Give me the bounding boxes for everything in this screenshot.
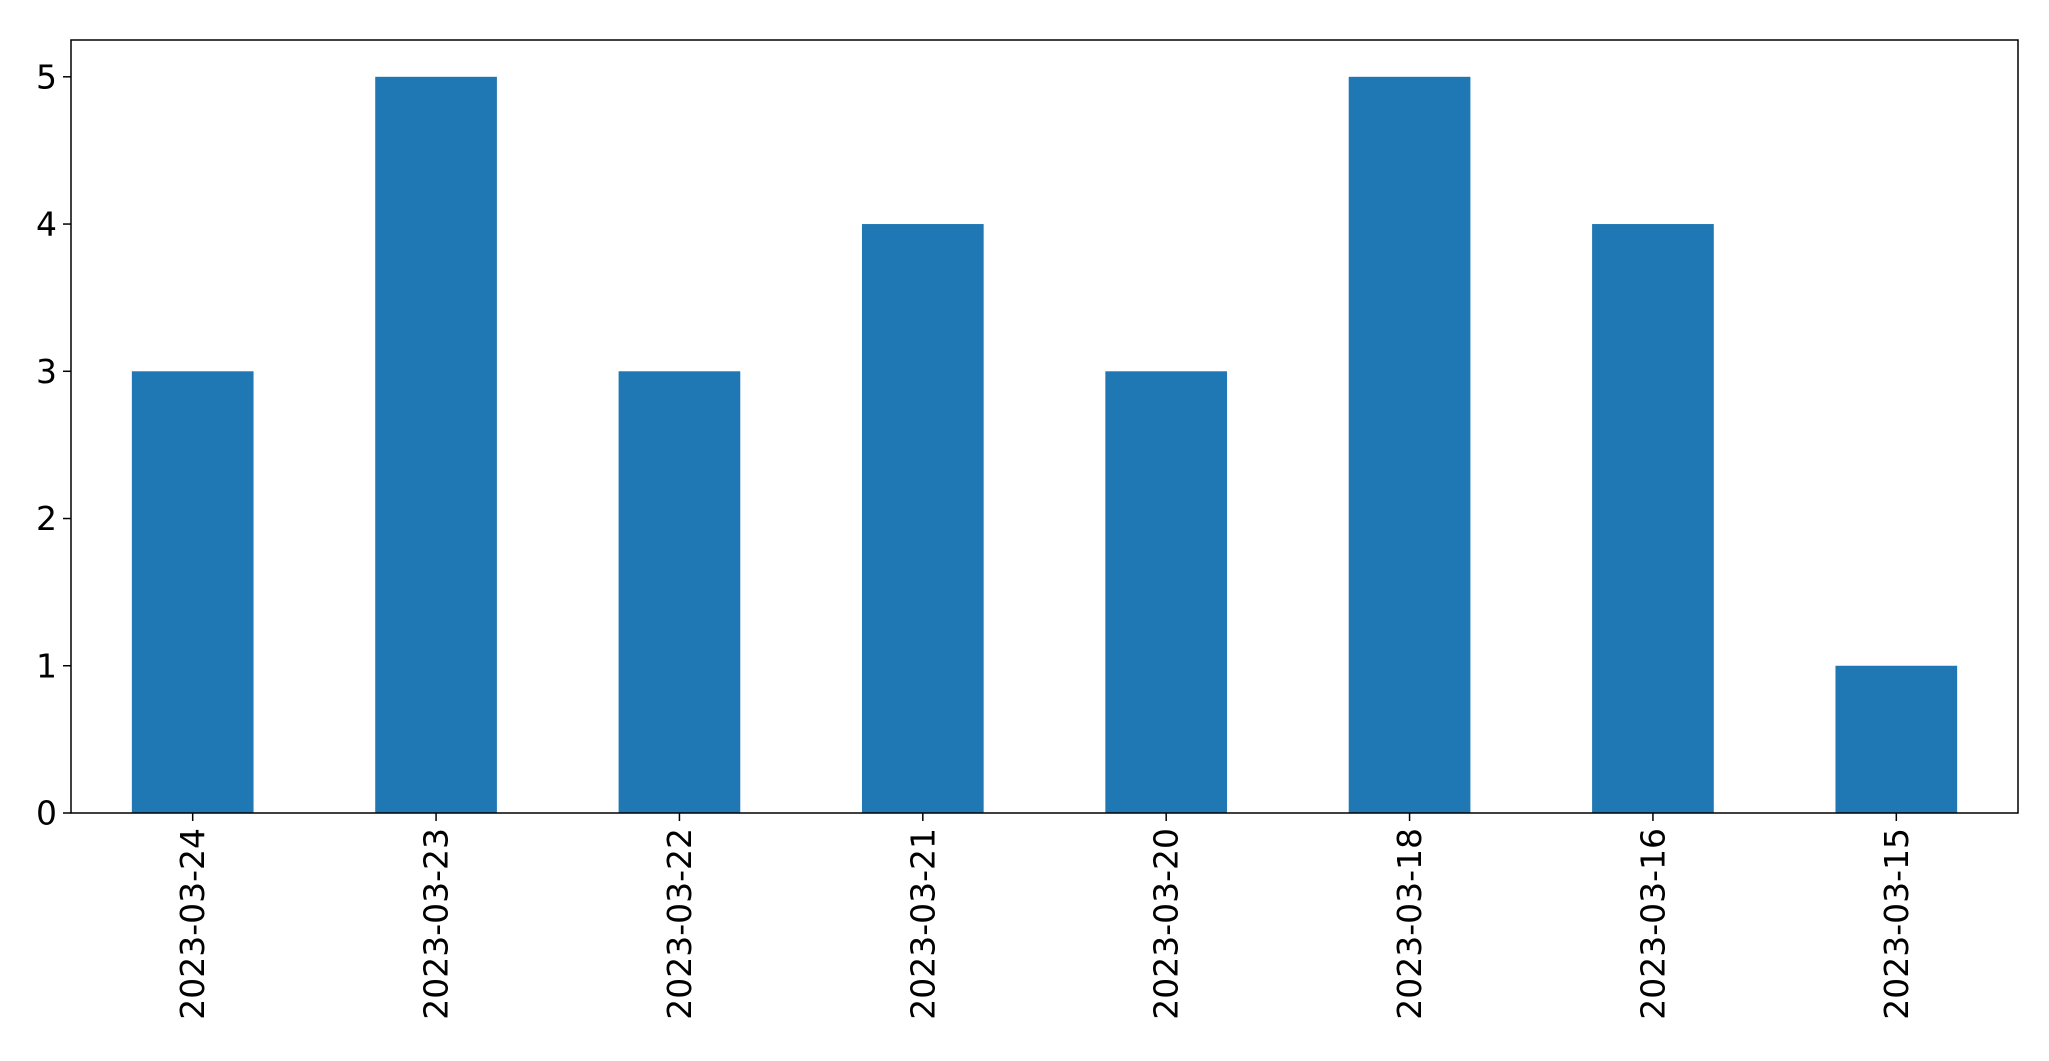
x-tick-label: 2023-03-15 [1877,828,1916,1020]
y-tick-label: 4 [36,205,57,244]
y-tick-label: 2 [36,499,57,538]
bar-2023-03-20 [1105,371,1228,813]
x-tick-label: 2023-03-24 [173,828,212,1020]
x-tick-label: 2023-03-22 [660,828,699,1020]
bar-2023-03-21 [861,224,984,814]
y-axis: 0 1 2 3 4 5 [36,57,71,833]
bar-2023-03-15 [1835,665,1958,813]
y-tick-label: 1 [36,646,57,685]
y-tick-label: 5 [36,57,57,96]
x-axis: 2023-03-24 2023-03-23 2023-03-22 2023-03-21… [173,813,1916,1020]
x-tick-label: 2023-03-18 [1390,828,1429,1020]
bar-2023-03-24 [131,371,254,813]
x-tick-label: 2023-03-21 [903,828,942,1020]
bars-group [131,76,1958,814]
plot-frame [70,39,2019,814]
x-tick-label: 2023-03-23 [417,828,456,1020]
bar-2023-03-16 [1592,224,1714,814]
x-tick-label: 2023-03-16 [1633,828,1672,1020]
bar-2023-03-22 [618,371,741,813]
bar-2023-03-18 [1348,76,1471,814]
bar-2023-03-23 [375,76,497,814]
x-tick-label: 2023-03-20 [1147,828,1186,1020]
y-tick-label: 3 [36,352,57,391]
y-tick-label: 0 [36,794,57,833]
